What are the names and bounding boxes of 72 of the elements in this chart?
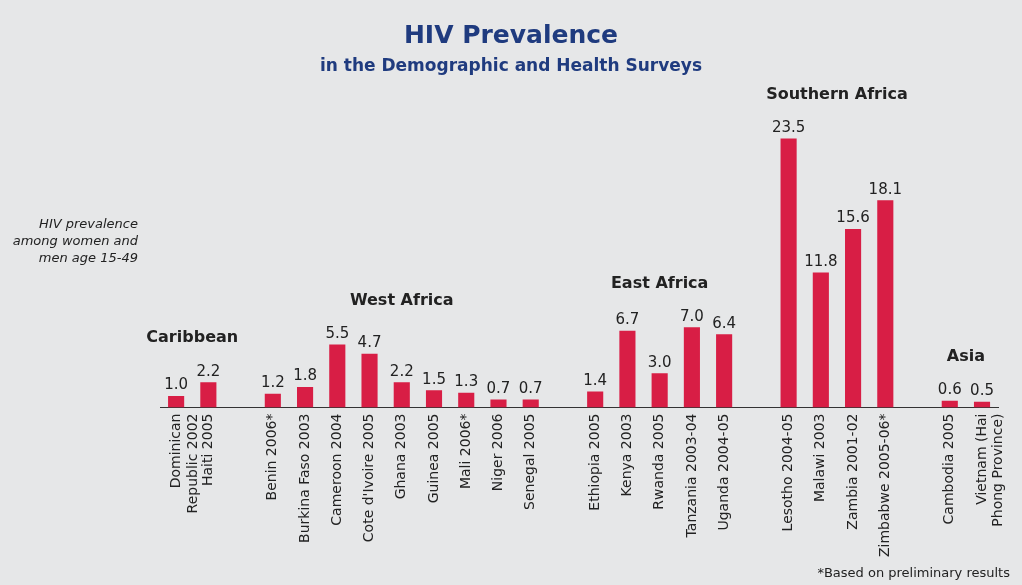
data-label: 0.7 — [486, 378, 511, 397]
x-tick-label: Senegal 2005 — [521, 413, 538, 510]
bar — [458, 392, 475, 408]
data-label: 0.6 — [937, 380, 962, 399]
annotation: West Africa — [349, 289, 454, 309]
x-tick-label: Tanzania 2003-04 — [682, 413, 699, 539]
x-tick-label: Cote d'Ivoire 2005 — [360, 413, 377, 543]
x-tick-label: Vietnam (Hai Phong Province) — [972, 413, 1006, 527]
bar — [780, 138, 797, 408]
x-tick-label: Mali 2006* — [456, 413, 473, 490]
data-label: 2.2 — [389, 361, 414, 380]
bar — [716, 334, 733, 408]
bar — [812, 272, 829, 408]
x-tick-label: Lesotho 2004-05 — [779, 413, 796, 532]
annotation: East Africa — [610, 272, 709, 292]
data-label: 1.2 — [260, 373, 285, 392]
bar — [297, 386, 314, 408]
bar — [329, 344, 346, 408]
data-label: 23.5 — [771, 117, 806, 136]
x-tick-label: Cameroon 2004 — [327, 413, 344, 526]
annotation: Caribbean — [146, 327, 239, 347]
x-tick-label: Haiti 2005 — [198, 413, 215, 486]
data-label: 18.1 — [868, 179, 903, 198]
data-label: 1.4 — [583, 370, 608, 389]
x-tick-label: Guinea 2005 — [424, 413, 441, 504]
x-tick-label: Uganda 2004-05 — [714, 413, 731, 531]
x-tick-label: Malawi 2003 — [811, 413, 828, 503]
data-label: 1.3 — [454, 372, 479, 391]
data-label: 6.4 — [712, 313, 737, 332]
x-tick-label: Cambodia 2005 — [940, 413, 957, 525]
data-label: 0.5 — [970, 381, 994, 400]
data-label: 3.0 — [647, 352, 672, 371]
bar — [683, 327, 700, 408]
x-tick-label: Ethiopia 2005 — [585, 413, 602, 511]
data-label: 6.7 — [615, 310, 640, 329]
data-label: 15.6 — [836, 208, 870, 227]
bar — [200, 382, 217, 408]
data-label: 2.2 — [196, 361, 221, 380]
x-tick-label: Rwanda 2005 — [650, 413, 667, 510]
x-tick-label: Benin 2006* — [263, 413, 280, 501]
data-label: 11.8 — [804, 251, 838, 270]
x-tick-label: Zambia 2001-02 — [843, 413, 860, 530]
chart-title: HIV Prevalence — [402, 20, 620, 49]
data-label: 7.0 — [679, 306, 704, 325]
chart-subtitle: in the Demographic and Health Surveys — [318, 55, 704, 75]
x-tick-label: Ghana 2003 — [392, 413, 409, 500]
x-tick-label: Niger 2006 — [489, 413, 506, 492]
bar — [490, 399, 507, 408]
bar — [651, 373, 668, 408]
text: *Based on preliminary results — [817, 564, 1011, 580]
bar — [587, 391, 604, 408]
bar — [361, 353, 378, 408]
data-label: 1.8 — [293, 366, 317, 385]
data-label: 1.5 — [422, 369, 446, 388]
bar — [425, 390, 443, 408]
x-tick-label: Zimbabwe 2005-06* — [875, 413, 892, 557]
bar — [168, 396, 185, 408]
data-label: 1.0 — [164, 375, 189, 394]
bar — [877, 200, 894, 408]
x-tick-label: Kenya 2003 — [618, 413, 635, 497]
bar — [393, 382, 410, 408]
annotation: Asia — [946, 345, 985, 365]
bar — [619, 330, 636, 408]
y-axis-title: HIV prevalence among women and men age 15-49 — [11, 215, 138, 266]
bar — [845, 228, 862, 408]
text: Southern Africa — [766, 83, 908, 103]
x-tick-label: Dominican Republic 2002 — [166, 413, 200, 514]
data-label: 4.7 — [357, 333, 382, 352]
data-label: 5.5 — [325, 323, 350, 342]
data-label: 0.7 — [518, 378, 543, 397]
bar — [264, 393, 281, 408]
x-tick-label: Burkina Faso 2003 — [295, 413, 312, 543]
